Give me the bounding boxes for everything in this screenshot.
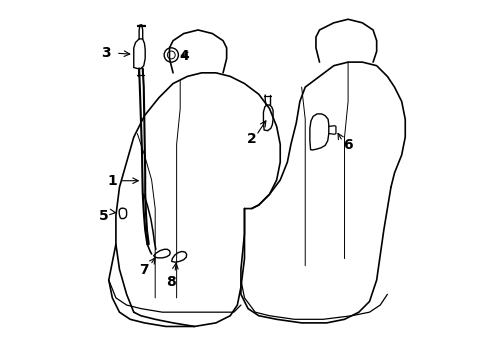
Text: 5: 5 [98, 209, 108, 223]
Text: 7: 7 [139, 263, 148, 277]
Text: 8: 8 [166, 275, 176, 289]
Text: 1: 1 [107, 174, 117, 188]
Text: 6: 6 [343, 138, 352, 152]
Text: 3: 3 [101, 46, 110, 60]
Text: 4: 4 [179, 49, 188, 63]
Text: 2: 2 [246, 132, 256, 146]
